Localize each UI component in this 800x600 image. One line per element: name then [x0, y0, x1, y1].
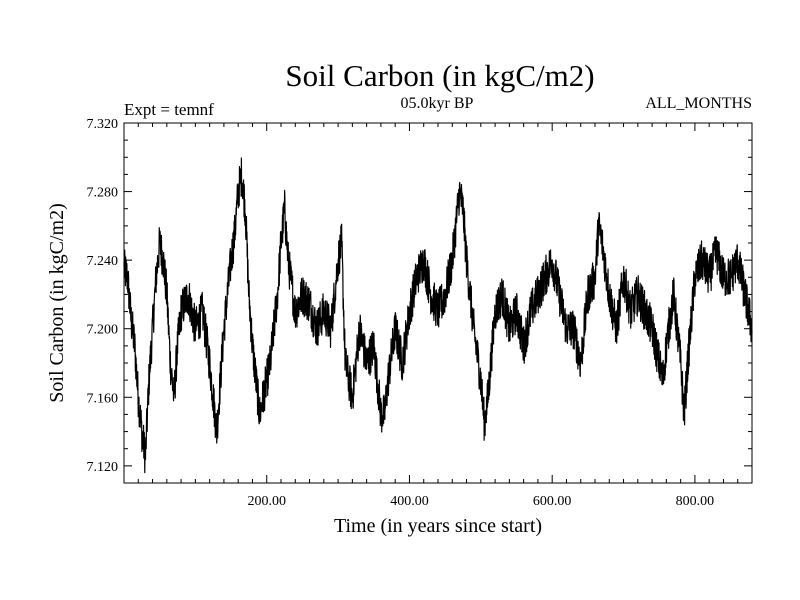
y-axis-label: Soil Carbon (in kgC/m2) [46, 203, 68, 402]
soil-carbon-series-line [123, 157, 753, 474]
x-tick-label: 400.00 [390, 494, 429, 509]
months-label: ALL_MONTHS [645, 95, 752, 112]
x-tick-label: 800.00 [676, 494, 715, 509]
y-tick-labels: 7.120 7.160 7.200 7.240 7.280 7.320 [87, 117, 119, 475]
y-tick-label: 7.160 [87, 391, 119, 406]
axis-ticks [124, 123, 752, 483]
chart-subtitle: 05.0kyr BP [401, 95, 474, 112]
y-tick-label: 7.240 [87, 254, 119, 269]
experiment-label: Expt = temnf [124, 100, 214, 119]
y-tick-label: 7.120 [87, 460, 119, 475]
y-tick-label: 7.320 [87, 117, 119, 132]
x-tick-label: 200.00 [247, 494, 286, 509]
chart-title: Soil Carbon (in kgC/m2) [285, 58, 594, 93]
x-axis-label: Time (in years since start) [334, 515, 542, 537]
y-tick-label: 7.280 [87, 186, 119, 201]
y-tick-label: 7.200 [87, 323, 119, 338]
x-tick-label: 600.00 [533, 494, 572, 509]
x-tick-labels: 200.00 400.00 600.00 800.00 [247, 494, 714, 509]
